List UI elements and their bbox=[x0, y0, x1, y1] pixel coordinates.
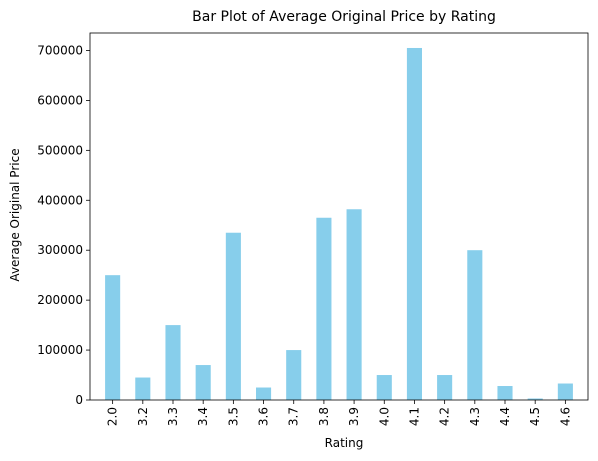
bar-3.3 bbox=[165, 325, 181, 400]
x-tick-label: 3.5 bbox=[226, 407, 240, 426]
bar-4.2 bbox=[437, 375, 453, 400]
x-tick-label: 3.9 bbox=[347, 407, 361, 426]
x-axis-label: Rating bbox=[325, 436, 364, 450]
plot-area: 0 100000 200000 300000 400000 500000 600000 700… bbox=[37, 32, 589, 426]
x-tick-label: 3.3 bbox=[166, 407, 180, 426]
y-tick-label: 600000 bbox=[37, 93, 83, 107]
x-tick-label: 3.4 bbox=[196, 407, 210, 426]
bar-3.4 bbox=[195, 365, 211, 400]
bar-3.5 bbox=[225, 232, 241, 400]
chart-title: Bar Plot of Average Original Price by Ra… bbox=[192, 9, 496, 25]
x-tick-label: 4.3 bbox=[468, 407, 482, 426]
bar-4.3 bbox=[467, 250, 483, 400]
y-axis-label: Average Original Price bbox=[8, 148, 22, 281]
x-tick-label: 3.2 bbox=[136, 407, 150, 426]
x-tick-label: 3.6 bbox=[257, 407, 271, 426]
y-tick-label: 500000 bbox=[37, 143, 83, 157]
bar-4.0 bbox=[376, 375, 392, 400]
x-tick-label: 4.0 bbox=[377, 407, 391, 426]
y-tick-label: 100000 bbox=[37, 343, 83, 357]
bar-4.1 bbox=[406, 47, 422, 400]
y-tick-label: 200000 bbox=[37, 293, 83, 307]
y-tick-label: 0 bbox=[75, 393, 83, 407]
x-tick-label: 2.0 bbox=[106, 407, 120, 426]
x-tick-label: 3.7 bbox=[287, 407, 301, 426]
bar-3.9 bbox=[346, 209, 362, 400]
y-tick-label: 400000 bbox=[37, 193, 83, 207]
bar-4.4 bbox=[497, 386, 513, 400]
x-tick-label: 3.8 bbox=[317, 407, 331, 426]
bar-4.6 bbox=[557, 383, 573, 400]
x-tick-label: 4.1 bbox=[407, 407, 421, 426]
x-tick-label: 4.5 bbox=[528, 407, 542, 426]
x-tick-label: 4.4 bbox=[498, 407, 512, 426]
bar-3.8 bbox=[316, 217, 332, 400]
plot-frame bbox=[89, 32, 589, 401]
bar-3.2 bbox=[135, 377, 151, 400]
y-tick-label: 700000 bbox=[37, 43, 83, 57]
x-tick-label: 4.6 bbox=[558, 407, 572, 426]
bar-3.6 bbox=[256, 387, 272, 400]
bar-3.7 bbox=[286, 350, 302, 400]
x-tick-label: 4.2 bbox=[438, 407, 452, 426]
bar-4.5 bbox=[527, 398, 543, 400]
y-tick-label: 300000 bbox=[37, 243, 83, 257]
bar-2.0 bbox=[105, 275, 121, 400]
